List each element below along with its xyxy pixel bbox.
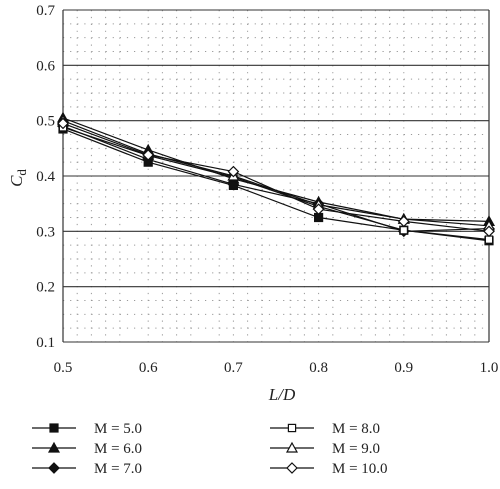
legend-item: M = 10.0 (270, 461, 388, 477)
legend-item: M = 5.0 (32, 421, 142, 437)
y-tick-label: 0.5 (36, 114, 55, 130)
data-point (483, 225, 495, 238)
series-2 (56, 111, 496, 226)
y-axis-title-subscript: d (14, 169, 29, 176)
legend-label: M = 5.0 (94, 421, 142, 437)
y-axis-title-main: C (7, 175, 26, 187)
data-point (312, 203, 325, 216)
series-1 (58, 124, 494, 246)
series-3 (57, 120, 495, 238)
series-line (62, 117, 490, 222)
series-line (62, 122, 490, 232)
series-line (62, 126, 490, 241)
legend-marker (47, 441, 61, 453)
x-tick-label: 0.5 (54, 360, 73, 376)
x-tick-label: 0.9 (394, 360, 413, 376)
legend-item: M = 7.0 (32, 461, 142, 477)
series-5 (56, 114, 496, 231)
legend: M = 5.0 M = 6.0 M = 7.0 M = 8.0 M = 9.0 M = 1… (32, 421, 388, 477)
data-point (397, 215, 410, 228)
x-axis-title: L/D (268, 385, 296, 404)
data-point (227, 178, 240, 191)
legend-marker (285, 441, 299, 453)
series-line (62, 120, 490, 227)
legend-label: M = 9.0 (332, 441, 380, 457)
legend-marker (287, 423, 297, 433)
legend-item: M = 8.0 (270, 421, 380, 437)
y-axis-title: Cd (7, 169, 29, 187)
legend-marker (48, 462, 60, 474)
y-tick-label: 0.6 (36, 58, 55, 74)
tick-labels: 0.1 0.2 0.3 0.4 0.5 0.6 0.7 0.5 0.6 0.7 0.8 0.9 1.0 (36, 3, 498, 376)
legend-label: M = 10.0 (332, 461, 388, 477)
major-grid (63, 9, 489, 343)
data-point (227, 165, 240, 178)
legend-label: M = 7.0 (94, 461, 142, 477)
legend-item: M = 6.0 (32, 441, 142, 457)
y-tick-label: 0.7 (36, 3, 55, 19)
series-line (62, 125, 490, 232)
series-layer (56, 111, 496, 246)
legend-label: M = 8.0 (332, 421, 380, 437)
legend-marker (49, 423, 59, 433)
data-point (57, 117, 69, 130)
y-tick-label: 0.4 (36, 169, 55, 185)
data-point (142, 149, 155, 161)
x-tick-label: 1.0 (480, 360, 499, 376)
axes (62, 10, 490, 342)
legend-item: M = 9.0 (270, 441, 380, 457)
legend-label: M = 6.0 (94, 441, 142, 457)
data-point (399, 226, 409, 235)
legend-marker (286, 462, 298, 474)
series-6 (57, 117, 495, 238)
y-tick-label: 0.2 (36, 280, 55, 296)
x-tick-label: 0.7 (224, 360, 243, 376)
y-tick-label: 0.1 (36, 335, 55, 351)
x-tick-label: 0.8 (309, 360, 328, 376)
y-tick-label: 0.3 (36, 224, 55, 240)
x-tick-label: 0.6 (139, 360, 158, 376)
